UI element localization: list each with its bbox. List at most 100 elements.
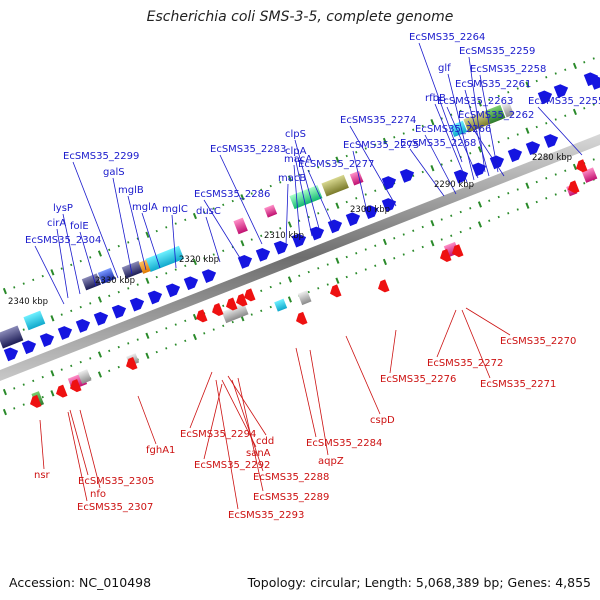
gene-arrows-layer	[3, 72, 600, 408]
forward-feature-block	[97, 267, 116, 285]
track-tick	[97, 250, 102, 257]
track-tick	[127, 287, 130, 290]
forward-gene-label: EcSMS35_2261	[455, 79, 531, 90]
reverse-label-leader	[237, 377, 264, 492]
track-tick	[516, 208, 519, 211]
track-tick	[345, 255, 348, 259]
forward-gene-arrow	[553, 84, 569, 98]
track-tick	[459, 109, 462, 113]
forward-gene-arrow	[381, 198, 397, 212]
scale-label: 2320 kbp	[179, 255, 219, 265]
track-tick	[212, 207, 215, 210]
reverse-gene-arrow	[378, 279, 390, 293]
reverse-gene-label: EcSMS35_2271	[480, 379, 556, 390]
reverse-gene-label: EcSMS35_2307	[77, 502, 153, 513]
track-tick	[184, 264, 187, 268]
forward-gene-label: EcSMS35_2277	[298, 159, 374, 170]
track-tick	[497, 215, 500, 219]
reverse-label-leader	[345, 335, 381, 415]
track-tick	[287, 221, 292, 228]
track-tick	[554, 193, 557, 196]
forward-feature-block	[138, 259, 151, 274]
track-tick	[516, 87, 519, 90]
track-tick	[240, 194, 245, 201]
forward-gene-arrow	[75, 319, 91, 333]
track-tick	[564, 114, 567, 117]
track-tick	[41, 395, 44, 399]
forward-gene-arrow	[291, 233, 307, 248]
track-tick	[364, 147, 367, 150]
forward-gene-arrow	[183, 276, 199, 291]
track-tick	[260, 234, 263, 238]
forward-gene-label: EcSMS35_2304	[25, 235, 101, 246]
track-tick	[70, 309, 73, 313]
forward-gene-label: clpS	[285, 129, 306, 140]
forward-label-leader	[171, 214, 177, 269]
scale-label: 2280 kbp	[532, 153, 572, 163]
forward-gene-arrow	[255, 247, 271, 262]
track-tick	[477, 221, 482, 228]
track-tick	[41, 274, 44, 278]
forward-gene-label: EcSMS35_2258	[470, 64, 546, 75]
forward-feature-block	[321, 174, 349, 197]
track-tick	[70, 364, 73, 368]
track-tick	[535, 200, 538, 204]
track-tick	[212, 253, 215, 256]
forward-feature-block	[121, 260, 143, 279]
track-tick	[402, 233, 405, 236]
reverse-label-leader	[295, 347, 317, 438]
track-tick	[32, 278, 35, 282]
track-tick	[97, 371, 102, 378]
forward-feature-block	[264, 204, 278, 218]
forward-gene-arrow	[93, 311, 109, 326]
forward-label-leader	[467, 120, 505, 177]
reverse-label-leader	[461, 309, 491, 379]
track-tick	[145, 277, 150, 284]
forward-gene-label: macA	[284, 154, 312, 165]
track-tick	[535, 125, 538, 129]
track-tick	[50, 390, 55, 397]
track-tick	[326, 283, 329, 286]
track-tick	[117, 290, 120, 294]
forward-gene-label: dusC	[196, 206, 221, 217]
forward-gene-label: mglC	[162, 204, 188, 215]
track-tick	[477, 146, 482, 153]
track-tick	[279, 282, 282, 285]
forward-label-leader	[203, 199, 241, 259]
track-tick	[317, 267, 320, 270]
track-tick	[516, 133, 519, 136]
track-tick	[2, 388, 7, 396]
track-tick	[184, 339, 187, 343]
track-tick	[592, 57, 595, 60]
track-tick	[70, 263, 73, 267]
track-tick	[572, 163, 577, 171]
forward-gene-arrow	[345, 212, 361, 227]
track-tick	[287, 175, 292, 182]
track-tick	[382, 238, 387, 246]
track-tick	[497, 195, 500, 199]
track-tick	[155, 229, 158, 233]
forward-gene-label: EcSMS35_2299	[63, 151, 139, 162]
track-tick	[583, 181, 586, 185]
track-tick	[564, 169, 567, 172]
track-tick	[421, 245, 424, 249]
forward-gene-arrow	[453, 169, 469, 184]
forward-gene-arrow	[165, 283, 181, 298]
forward-label-leader	[219, 154, 263, 245]
feature-blocks-layer	[0, 101, 598, 408]
forward-feature-block	[289, 185, 323, 210]
scale-label: 2330 kbp	[95, 276, 135, 286]
track-tick	[477, 100, 482, 107]
track-tick	[477, 201, 482, 208]
forward-feature-block	[23, 310, 46, 331]
reverse-label-leader	[389, 329, 397, 374]
track-tick	[393, 257, 396, 260]
forward-gene-label: mglA	[132, 202, 158, 213]
forward-label-leader	[307, 169, 335, 229]
track-tick	[535, 79, 538, 83]
track-tick	[545, 197, 548, 200]
track-tick	[222, 203, 225, 207]
track-tick	[60, 368, 63, 371]
forward-label-leader	[479, 74, 499, 173]
track-tick	[250, 192, 253, 195]
